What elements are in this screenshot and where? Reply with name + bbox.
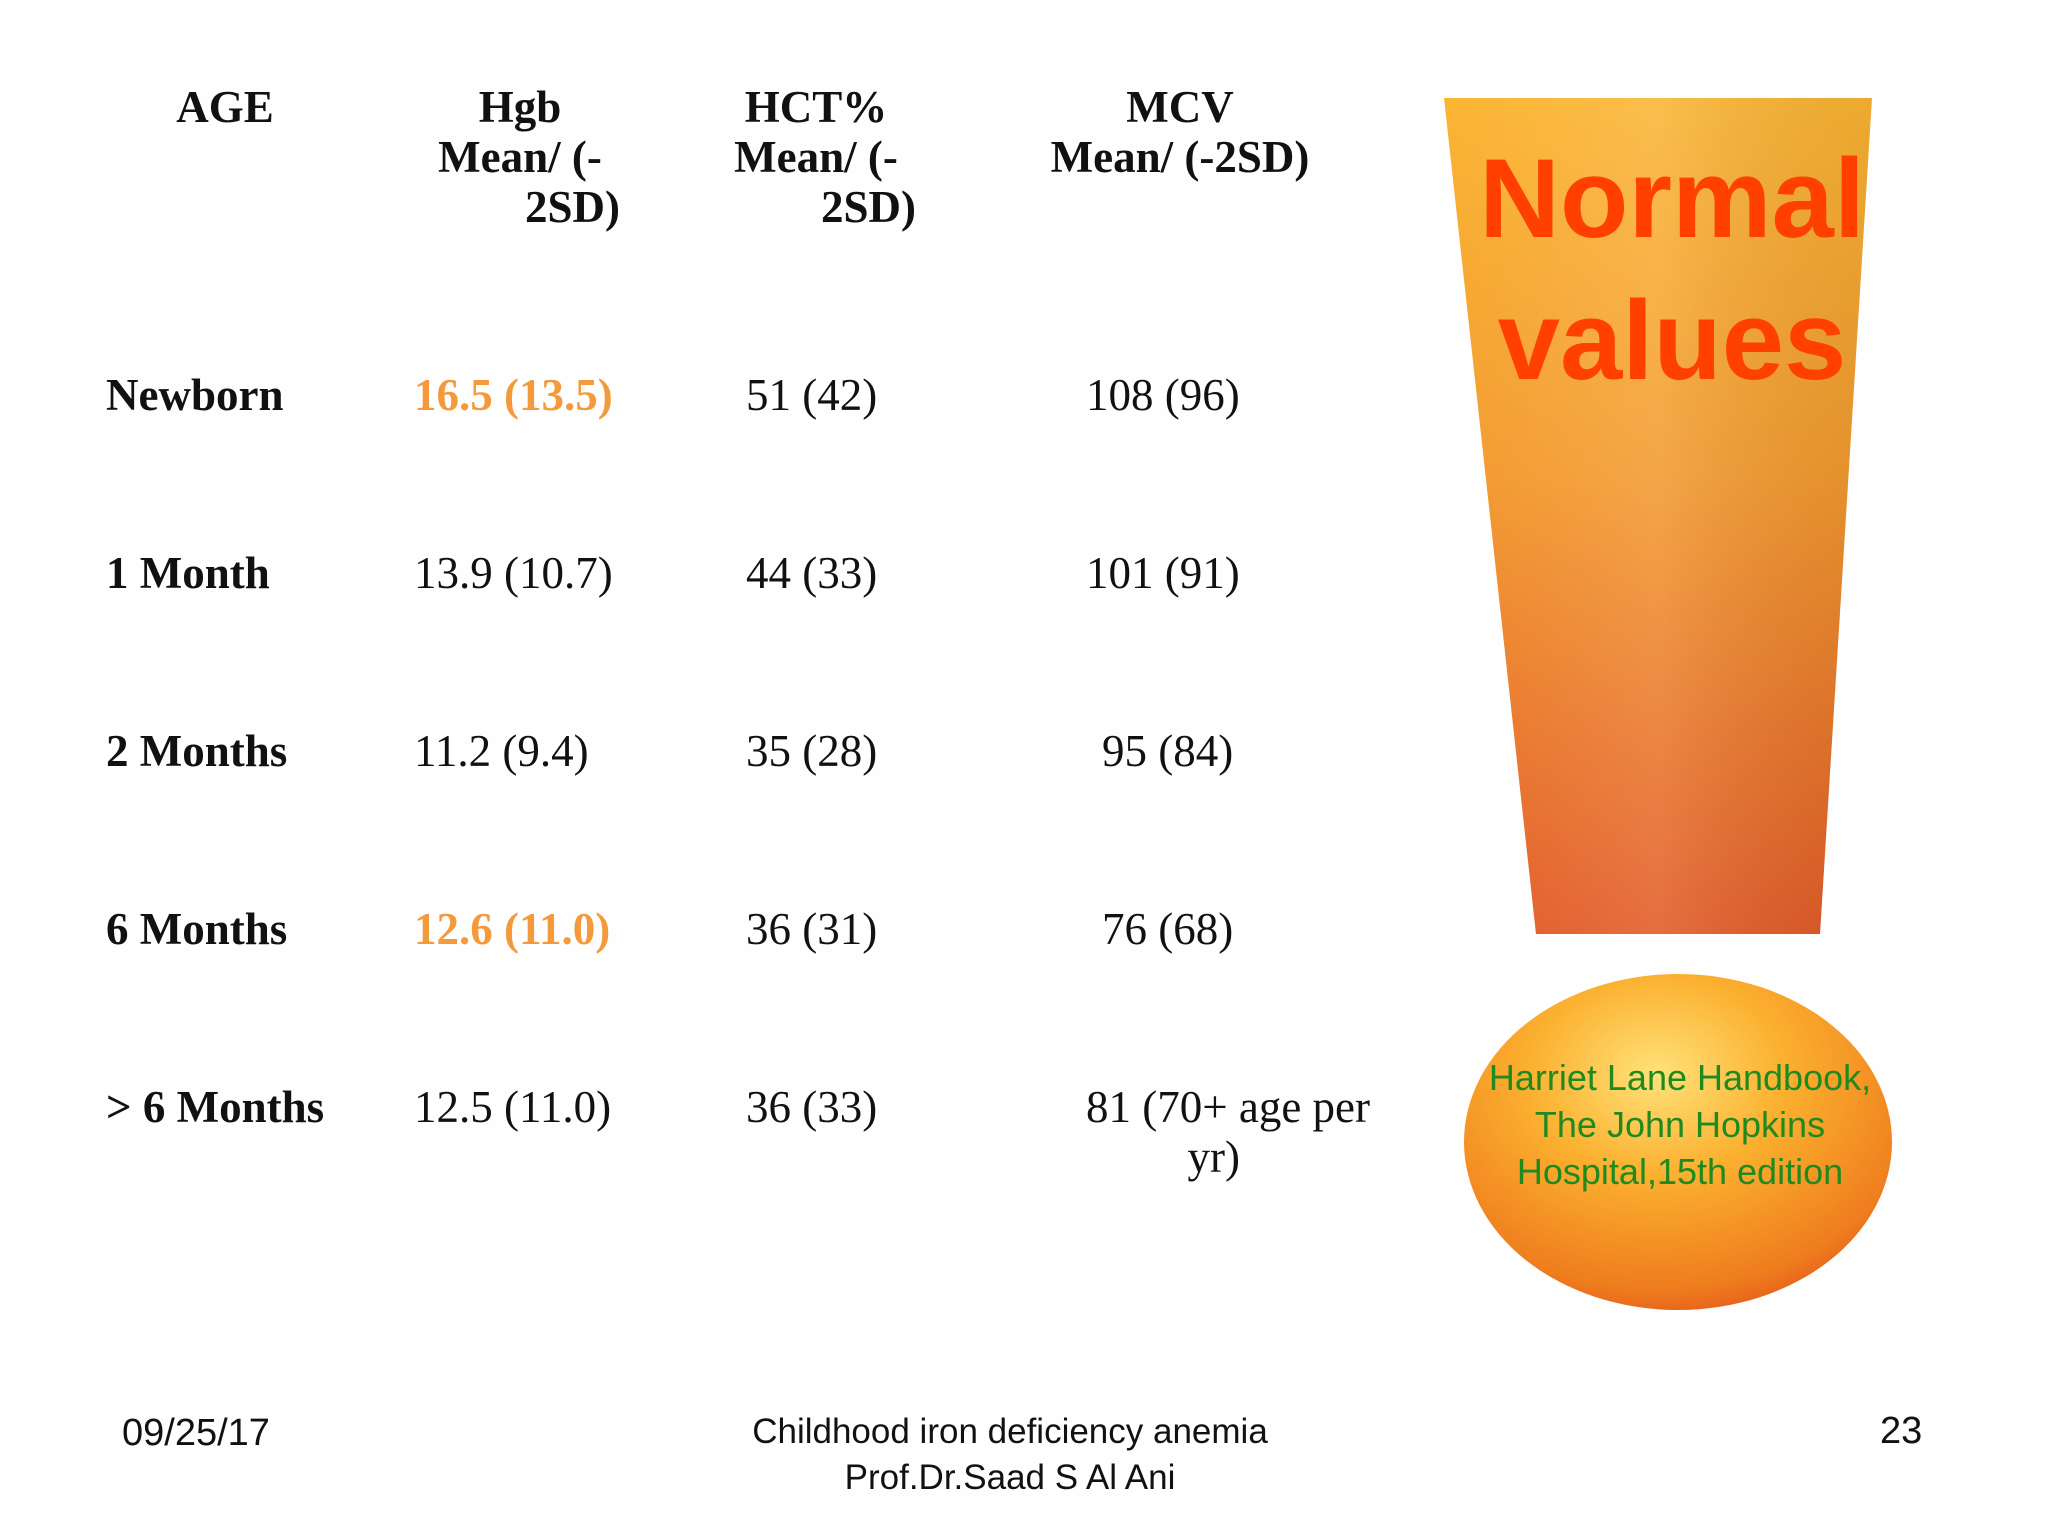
row-over6months-age: > 6 Months bbox=[106, 1082, 325, 1132]
row-newborn-mcv: 108 (96) bbox=[1086, 370, 1240, 420]
exclamation-icon bbox=[1444, 98, 1892, 1310]
row-2months-mcv: 95 (84) bbox=[1102, 726, 1234, 776]
row-newborn-hgb: 16.5 (13.5) bbox=[414, 370, 613, 420]
row-6months-hgb: 12.6 (11.0) bbox=[414, 904, 611, 954]
page-number: 23 bbox=[1880, 1410, 1923, 1452]
citation: Harriet Lane Handbook, The John Hopkins … bbox=[1488, 1057, 1872, 1192]
row-2months-age: 2 Months bbox=[106, 726, 288, 776]
row-2months-hct: 35 (28) bbox=[746, 726, 878, 776]
row-1month-hct: 44 (33) bbox=[746, 548, 878, 598]
footer-title: Childhood iron deficiency anemia Prof.Dr… bbox=[752, 1412, 1268, 1497]
row-1month-hgb: 13.9 (10.7) bbox=[414, 548, 613, 598]
row-2months-hgb: 11.2 (9.4) bbox=[414, 726, 589, 776]
normal-values-title: Normal values bbox=[1479, 136, 1865, 403]
row-1month-mcv: 101 (91) bbox=[1086, 548, 1240, 598]
row-6months-age: 6 Months bbox=[106, 904, 288, 954]
row-newborn-hct: 51 (42) bbox=[746, 370, 878, 420]
header-hgb: Hgb Mean/ (- 2SD) bbox=[438, 82, 620, 232]
header-hct: HCT% Mean/ (- 2SD) bbox=[734, 82, 916, 232]
header-age: AGE bbox=[176, 82, 274, 132]
row-6months-mcv: 76 (68) bbox=[1102, 904, 1234, 954]
row-1month-age: 1 Month bbox=[106, 548, 270, 598]
footer-date: 09/25/17 bbox=[122, 1412, 270, 1454]
row-over6months-mcv: 81 (70+ age per yr) bbox=[1086, 1082, 1371, 1182]
row-6months-hct: 36 (31) bbox=[746, 904, 878, 954]
row-newborn-age: Newborn bbox=[106, 370, 284, 420]
header-mcv: MCV Mean/ (-2SD) bbox=[1050, 82, 1310, 182]
row-over6months-hgb: 12.5 (11.0) bbox=[414, 1082, 612, 1132]
row-over6months-hct: 36 (33) bbox=[746, 1082, 878, 1132]
